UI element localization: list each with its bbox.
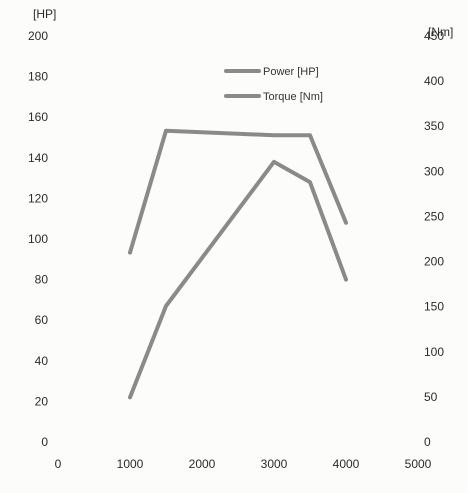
right-axis-tick-label: 100 (424, 345, 444, 359)
torque-data-point (344, 221, 348, 225)
x-axis-tick-label: 1000 (117, 457, 144, 471)
left-axis-tick-label: 40 (35, 354, 49, 368)
left-axis-unit-label: [HP] (33, 7, 56, 21)
power-data-point (272, 160, 276, 164)
torque-data-point (272, 133, 276, 137)
right-axis-tick-label: 200 (424, 255, 444, 269)
x-axis-tick-label: 4000 (333, 457, 360, 471)
torque-data-point (128, 251, 132, 255)
torque-data-point (164, 129, 168, 133)
right-axis-tick-label: 300 (424, 164, 444, 178)
right-axis-tick-label: 150 (424, 300, 444, 314)
right-axis-tick-label: 350 (424, 119, 444, 133)
power-data-point (344, 278, 348, 282)
left-axis-tick-label: 180 (28, 70, 48, 84)
left-axis-tick-label: 200 (28, 29, 48, 43)
power-data-point (308, 180, 312, 184)
left-axis-tick-label: 100 (28, 232, 48, 246)
right-axis-tick-label: 450 (424, 29, 444, 43)
x-axis-tick-label: 3000 (261, 457, 288, 471)
x-axis-tick-label: 0 (55, 457, 62, 471)
legend-layer: Power [HP] Torque [Nm] (224, 66, 323, 103)
series-layer (128, 128, 348, 400)
legend-label: Torque [Nm] (263, 91, 323, 103)
legend-label: Power [HP] (263, 66, 319, 78)
left-axis-tick-label: 160 (28, 110, 48, 124)
x-axis-tick-label: 2000 (189, 457, 216, 471)
left-axis-tick-label: 80 (35, 273, 49, 287)
right-axis-layer: 0 50 100 150 200 250 300 350 400 450 (424, 29, 444, 449)
power-series-line (128, 159, 348, 400)
left-axis-tick-label: 140 (28, 151, 48, 165)
right-axis-tick-label: 50 (424, 390, 438, 404)
left-axis-layer: 0 20 40 60 80 100 120 140 160 180 200 (28, 29, 48, 449)
right-axis-tick-label: 250 (424, 209, 444, 223)
torque-data-point (308, 133, 312, 137)
left-axis-tick-label: 60 (35, 313, 49, 327)
left-axis-tick-label: 120 (28, 191, 48, 205)
right-axis-tick-label: 0 (424, 435, 431, 449)
right-axis-unit-label: [Nm] (428, 25, 453, 39)
power-data-point (128, 395, 132, 399)
x-axis-layer: 0 1000 2000 3000 4000 5000 (55, 457, 432, 471)
power-data-point (164, 304, 168, 308)
left-axis-tick-label: 0 (41, 435, 48, 449)
left-axis-tick-label: 20 (35, 394, 49, 408)
x-axis-tick-label: 5000 (405, 457, 432, 471)
right-axis-tick-label: 400 (424, 74, 444, 88)
